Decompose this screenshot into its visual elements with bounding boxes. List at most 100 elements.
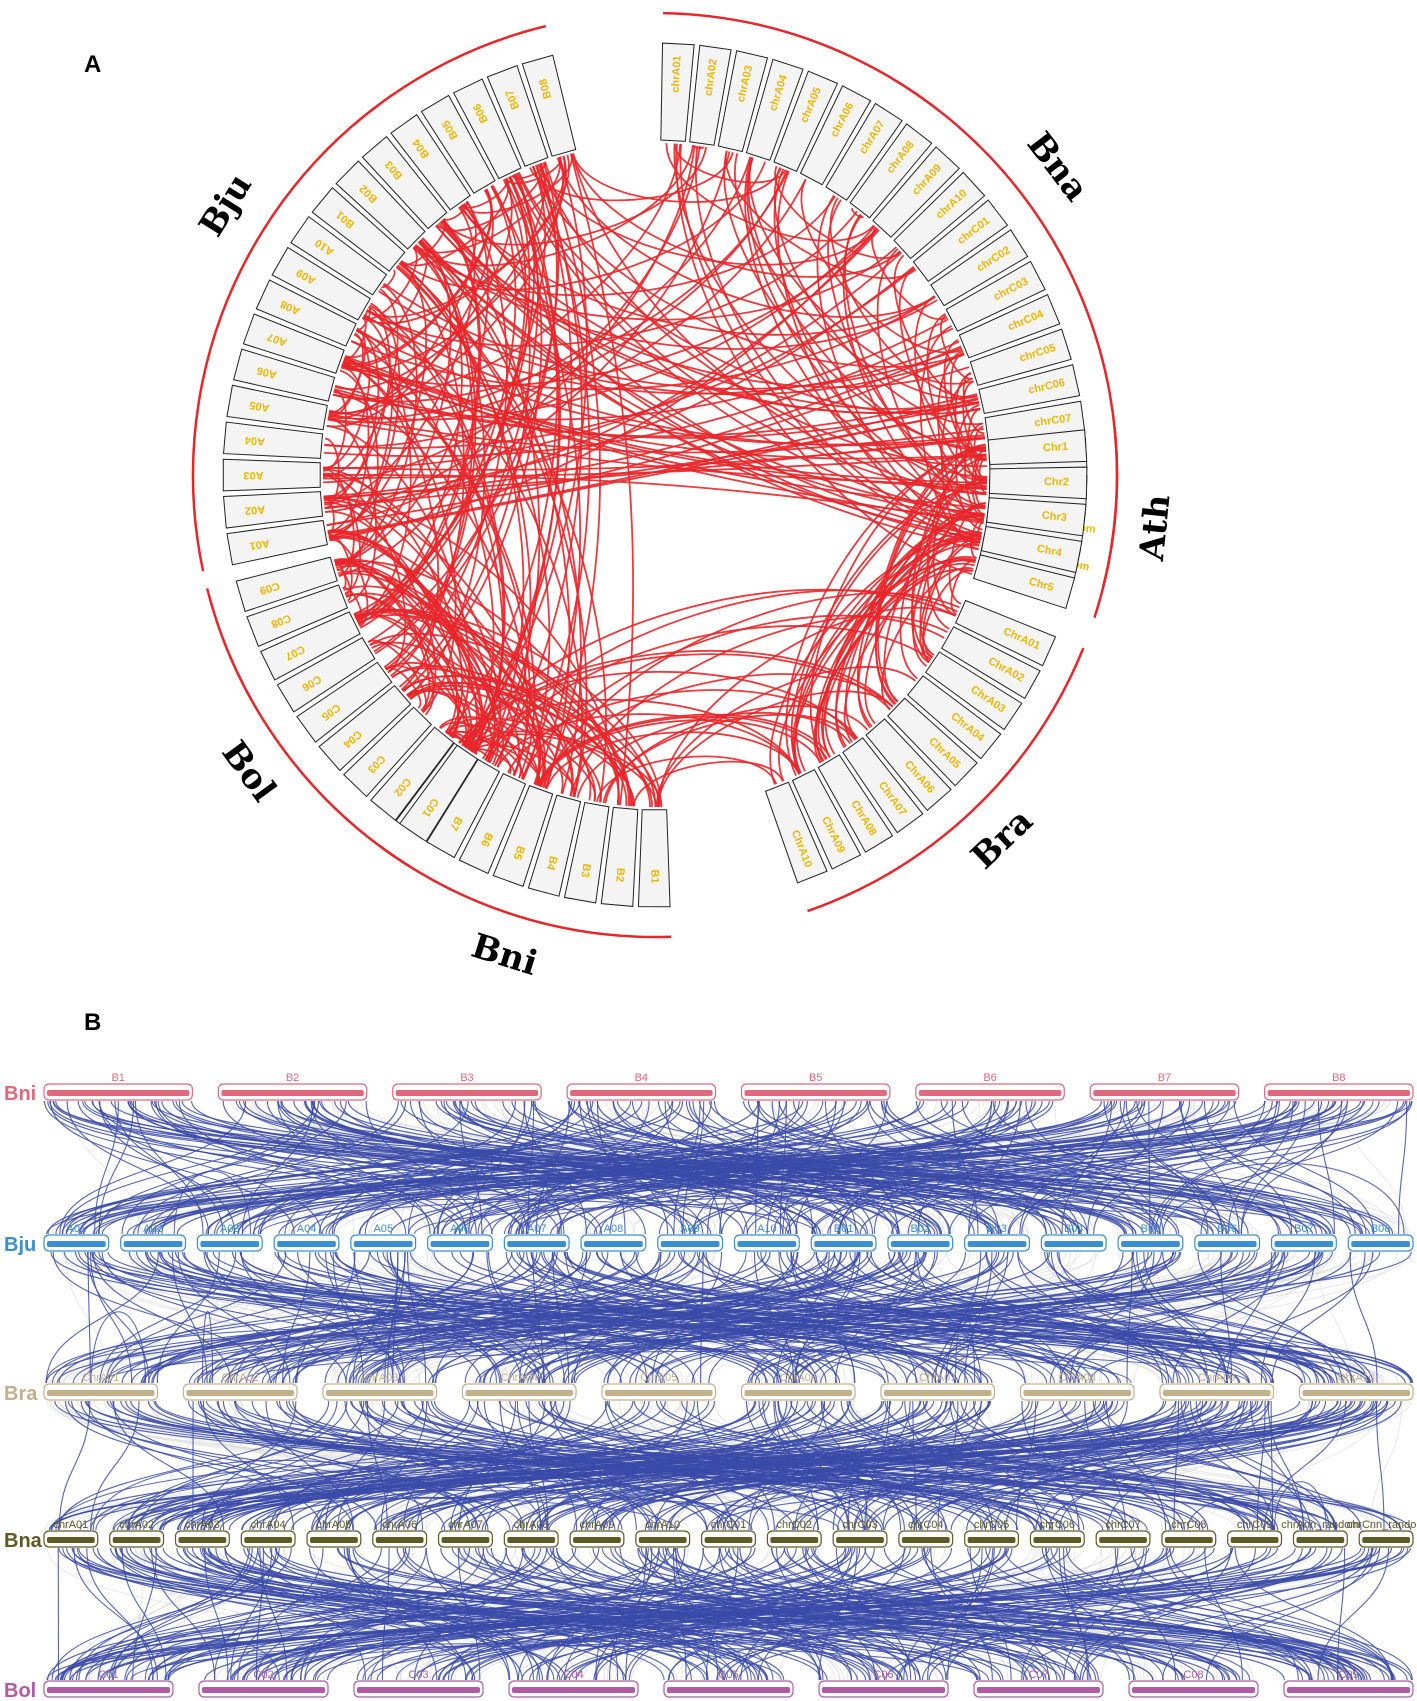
synteny-link <box>443 1547 1393 1681</box>
synteny-intra-link <box>1159 1162 1405 1235</box>
synteny-chromosome-bna-chrc07: chrC07 <box>1095 1519 1151 1548</box>
synteny-chromosome-bni-b2: B2 <box>217 1072 368 1101</box>
circos-link <box>572 153 782 203</box>
synteny-link <box>1173 1400 1180 1531</box>
chromosome-bna-chra03: chrA03 <box>717 50 769 153</box>
svg-text:chrC06: chrC06 <box>1040 1519 1075 1531</box>
circos-link <box>919 502 986 656</box>
synteny-link <box>812 1100 1380 1235</box>
synteny-link <box>556 1547 871 1681</box>
synteny-link <box>135 1251 775 1384</box>
circos-link <box>328 315 393 539</box>
chromosome-ath-chr4: Chr4 <box>980 525 1083 574</box>
svg-text:A02: A02 <box>143 1223 163 1235</box>
svg-text:ChrA06: ChrA06 <box>780 1372 817 1384</box>
circos-link <box>695 145 982 538</box>
synteny-intra-link <box>1022 1630 1357 1681</box>
circos-link <box>326 353 965 527</box>
synteny-link <box>69 1547 292 1681</box>
synteny-link <box>1234 1547 1392 1681</box>
synteny-link <box>1233 1100 1375 1235</box>
ring-arc-ath <box>1093 426 1119 619</box>
svg-text:ChrA03: ChrA03 <box>361 1372 398 1384</box>
synteny-intra-link <box>853 1474 1075 1531</box>
chromosome-bol-c01: C01 <box>399 744 479 843</box>
synteny-link <box>945 1251 1244 1384</box>
synteny-intra-link <box>144 1638 280 1681</box>
synteny-chromosome-bju-a08: A08 <box>580 1223 647 1252</box>
synteny-link <box>1162 1547 1381 1681</box>
circos-link <box>723 150 986 449</box>
synteny-link <box>790 1251 855 1384</box>
synteny-link <box>257 1547 523 1681</box>
synteny-link <box>722 1400 1033 1531</box>
circos-link <box>399 261 525 760</box>
svg-text:B8: B8 <box>1332 1072 1345 1084</box>
synteny-link <box>455 1100 1343 1235</box>
svg-text:A01: A01 <box>67 1223 87 1235</box>
synteny-link <box>353 1251 405 1384</box>
circos-link <box>366 210 858 347</box>
synteny-intra-link <box>348 1460 1274 1531</box>
svg-text:B2: B2 <box>613 867 626 882</box>
svg-text:B1: B1 <box>648 869 660 883</box>
synteny-intra-link <box>395 1621 1251 1681</box>
synteny-link <box>562 1251 798 1384</box>
chromosome-bol-c04: C04 <box>318 684 412 772</box>
synteny-link <box>274 1547 752 1681</box>
synteny-link <box>812 1400 1259 1531</box>
chromosome-bna-chra04: chrA04 <box>745 58 804 161</box>
svg-text:chrC04: chrC04 <box>908 1519 943 1531</box>
synteny-link <box>912 1400 917 1531</box>
synteny-chromosome-bol-c05: C05 <box>663 1669 794 1698</box>
circos-link <box>335 237 452 566</box>
synteny-link <box>483 1400 597 1531</box>
synteny-chromosome-bna-chra01: chrA01 <box>43 1519 99 1548</box>
synteny-link <box>158 1251 679 1384</box>
svg-text:C04: C04 <box>563 1669 583 1681</box>
synteny-link <box>114 1547 476 1681</box>
synteny-chromosome-bna-chrc05: chrC05 <box>964 1519 1020 1548</box>
svg-text:chrC02: chrC02 <box>777 1519 812 1531</box>
synteny-link <box>1203 1100 1293 1235</box>
synteny-link <box>98 1100 135 1235</box>
circos-link <box>746 157 987 491</box>
synteny-link <box>702 1547 1065 1681</box>
synteny-link <box>567 1100 1298 1235</box>
background-link <box>168 1100 446 1235</box>
synteny-chromosome-bna-chra05: chrA05 <box>306 1519 362 1548</box>
synteny-intra-link <box>260 1168 704 1235</box>
synteny-link <box>396 1547 759 1681</box>
synteny-chromosome-bra-chra06: ChrA06 <box>740 1372 856 1401</box>
svg-text:C02: C02 <box>253 1669 273 1681</box>
synteny-link <box>508 1251 1050 1384</box>
synteny-intra-link <box>95 1456 1322 1531</box>
synteny-link <box>961 1100 1156 1235</box>
synteny-link <box>316 1400 479 1531</box>
synteny-intra-link <box>837 1490 992 1531</box>
synteny-link <box>668 1400 947 1531</box>
chromosome-bju-b07: B07 <box>486 64 549 167</box>
synteny-link <box>348 1251 662 1384</box>
svg-text:A07: A07 <box>527 1223 547 1235</box>
synteny-intra-link <box>337 1480 424 1531</box>
synteny-link <box>554 1251 1414 1384</box>
synteny-link <box>428 1251 1321 1384</box>
svg-text:B08: B08 <box>1371 1223 1391 1235</box>
synteny-intra-link <box>362 1612 1340 1681</box>
circos-links <box>322 143 988 808</box>
synteny-link <box>337 1547 1285 1681</box>
svg-text:chrC03: chrC03 <box>842 1519 877 1531</box>
svg-text:A06: A06 <box>256 364 279 381</box>
synteny-link <box>705 1251 889 1384</box>
svg-text:B08: B08 <box>537 77 554 100</box>
synteny-link <box>1205 1547 1373 1681</box>
chromosome-bna-chrc03: chrC03 <box>945 260 1046 332</box>
synteny-link <box>692 1100 845 1235</box>
svg-text:ChrA04: ChrA04 <box>501 1372 538 1384</box>
svg-text:A01: A01 <box>249 536 271 551</box>
synteny-chromosome-bna-chra03: chrA03 <box>174 1519 230 1548</box>
synteny-chromosome-bju-b04: B04 <box>1040 1223 1107 1252</box>
synteny-link <box>246 1547 1061 1681</box>
